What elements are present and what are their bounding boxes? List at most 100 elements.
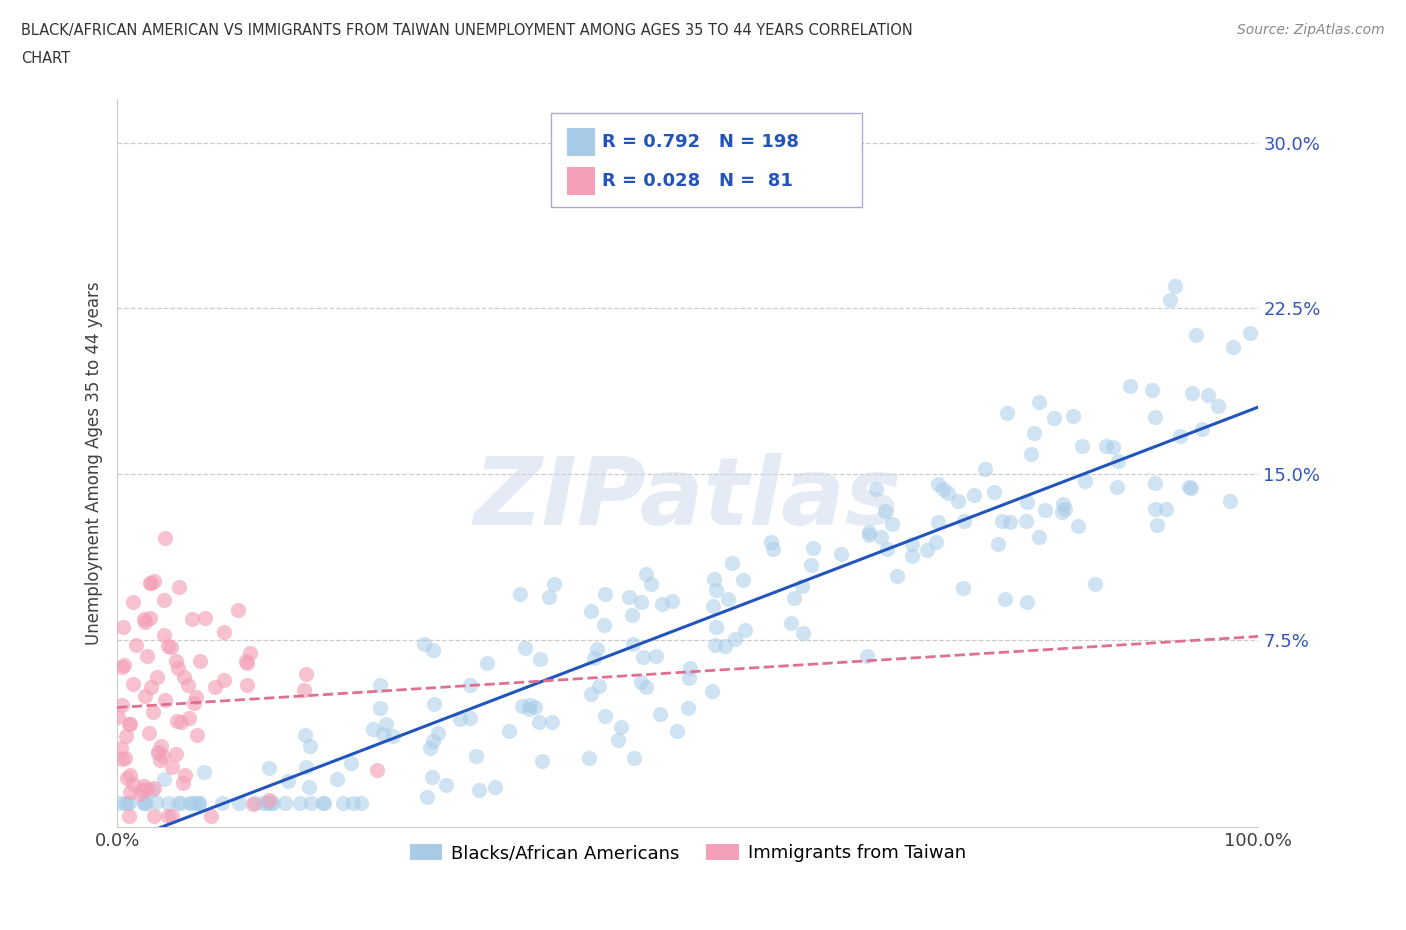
Point — [157, 796, 180, 811]
Point — [468, 783, 491, 798]
Point — [188, 653, 211, 668]
Point — [292, 683, 315, 698]
Point — [152, 628, 174, 643]
Point — [243, 796, 266, 811]
Point — [186, 727, 208, 742]
Point — [1028, 394, 1050, 409]
Point — [733, 573, 755, 588]
Point — [900, 548, 922, 563]
Y-axis label: Unemployment Among Ages 35 to 44 years: Unemployment Among Ages 35 to 44 years — [86, 281, 103, 644]
Point — [484, 779, 506, 794]
Point — [173, 670, 195, 684]
Point — [925, 535, 948, 550]
Point — [543, 577, 565, 591]
Point — [734, 622, 756, 637]
Point — [537, 590, 560, 604]
Point — [915, 543, 938, 558]
Point — [340, 755, 363, 770]
Point — [651, 597, 673, 612]
Point — [640, 577, 662, 591]
Point — [720, 556, 742, 571]
Point — [188, 796, 211, 811]
Point — [1222, 340, 1244, 355]
Point — [724, 631, 747, 646]
Point — [368, 678, 391, 693]
Point — [257, 761, 280, 776]
Point — [1094, 438, 1116, 453]
Point — [416, 790, 439, 804]
Point — [143, 780, 166, 795]
Point — [952, 580, 974, 595]
Point — [1178, 480, 1201, 495]
Point — [368, 700, 391, 715]
Point — [1119, 379, 1142, 393]
Point — [194, 610, 217, 625]
Point — [987, 537, 1010, 551]
Point — [165, 653, 187, 668]
Point — [152, 749, 174, 764]
Point — [422, 643, 444, 658]
Point — [1071, 438, 1094, 453]
Point — [995, 406, 1018, 421]
Point — [295, 667, 318, 682]
Point — [186, 796, 208, 811]
Point — [146, 746, 169, 761]
Point — [865, 482, 887, 497]
Point — [531, 753, 554, 768]
Point — [873, 504, 896, 519]
Point — [134, 615, 156, 630]
Point — [422, 734, 444, 749]
Point — [152, 772, 174, 787]
Point — [595, 709, 617, 724]
Point — [179, 711, 201, 725]
Point — [1159, 292, 1181, 307]
Point — [994, 591, 1017, 606]
Point — [141, 782, 163, 797]
Point — [228, 796, 250, 811]
Point — [630, 674, 652, 689]
Point — [312, 796, 335, 811]
Point — [936, 485, 959, 500]
Point — [135, 649, 157, 664]
Point — [703, 572, 725, 587]
Point — [541, 715, 564, 730]
Text: BLACK/AFRICAN AMERICAN VS IMMIGRANTS FROM TAIWAN UNEMPLOYMENT AMONG AGES 35 TO 4: BLACK/AFRICAN AMERICAN VS IMMIGRANTS FRO… — [21, 23, 912, 38]
Point — [1015, 513, 1038, 528]
Point — [1052, 504, 1074, 519]
Point — [187, 796, 209, 811]
Point — [274, 796, 297, 811]
Point — [139, 576, 162, 591]
Point — [107, 710, 129, 724]
Point — [125, 638, 148, 653]
Point — [631, 649, 654, 664]
Point — [464, 749, 486, 764]
Point — [579, 686, 602, 701]
Text: R = 0.028   N =  81: R = 0.028 N = 81 — [602, 172, 793, 191]
Point — [1143, 501, 1166, 516]
Point — [780, 616, 803, 631]
Point — [110, 740, 132, 755]
Point — [262, 796, 284, 811]
Point — [211, 796, 233, 811]
Point — [134, 779, 156, 794]
Point — [139, 680, 162, 695]
Point — [173, 768, 195, 783]
Point — [869, 530, 891, 545]
Point — [1239, 326, 1261, 341]
Point — [288, 796, 311, 811]
Point — [252, 796, 274, 811]
Point — [666, 724, 689, 738]
Point — [882, 516, 904, 531]
Point — [801, 540, 824, 555]
Point — [169, 796, 191, 811]
Point — [115, 728, 138, 743]
Point — [962, 488, 984, 503]
Point — [1074, 473, 1097, 488]
Point — [139, 611, 162, 626]
Point — [800, 558, 823, 573]
Point — [704, 620, 727, 635]
Point — [142, 705, 165, 720]
Point — [1102, 439, 1125, 454]
Point — [120, 767, 142, 782]
Point — [118, 784, 141, 799]
